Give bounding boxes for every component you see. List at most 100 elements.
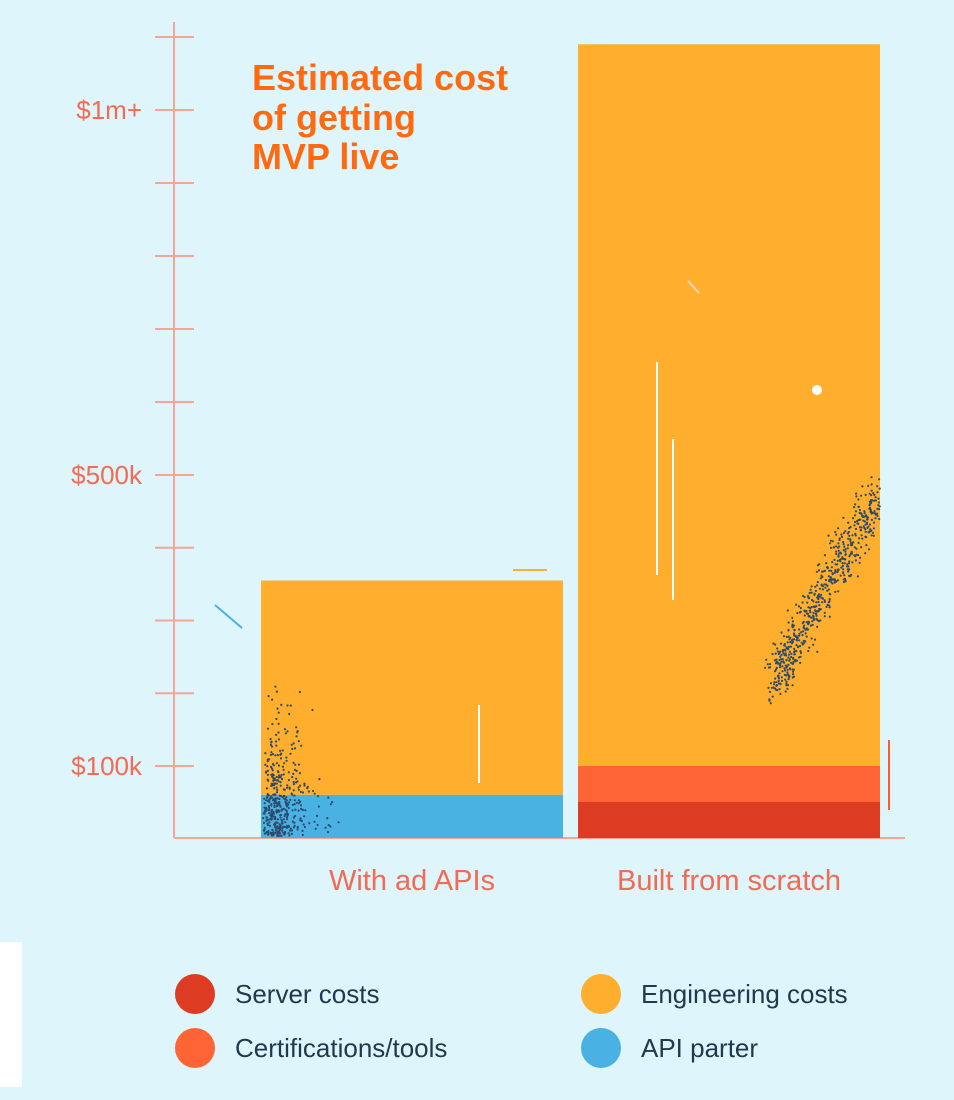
speckle-dot xyxy=(269,832,272,835)
speckle-dot xyxy=(281,765,284,768)
speckle-dot xyxy=(277,731,280,734)
speckle-dot xyxy=(804,632,807,635)
speckle-dot xyxy=(860,534,863,537)
speckle-dot xyxy=(300,744,303,747)
speckle-dot xyxy=(873,511,876,514)
speckle-dot xyxy=(279,753,282,756)
speckle-dot xyxy=(787,628,790,632)
speckle-dot xyxy=(285,756,288,759)
speckle-dot xyxy=(863,526,866,530)
speckle-dot xyxy=(813,593,816,597)
speckle-dot xyxy=(815,614,818,617)
speckle-dot xyxy=(769,682,773,685)
speckle-dot xyxy=(272,764,275,767)
speckle-dot xyxy=(285,803,288,806)
speckle-dot xyxy=(830,569,833,573)
speckle-dot xyxy=(805,635,808,638)
speckle-dot xyxy=(275,690,278,693)
speckle-dot xyxy=(274,832,277,835)
speckle-dot xyxy=(780,631,783,634)
speckle-dot xyxy=(784,649,787,652)
speckle-dot xyxy=(273,778,276,782)
speckle-dot xyxy=(777,679,780,683)
speckle-dot xyxy=(797,605,801,608)
speckle-dot xyxy=(769,666,772,669)
speckle-dot xyxy=(290,829,294,832)
speckle-dot xyxy=(854,534,857,537)
speckle-dot xyxy=(823,599,826,602)
speckle-dot xyxy=(278,802,281,806)
speckle-dot xyxy=(810,605,813,609)
speckle-dot xyxy=(870,483,873,486)
speckle-dot xyxy=(275,805,279,808)
speckle-dot xyxy=(779,692,782,696)
legend-label-engineering-costs: Engineering costs xyxy=(641,978,848,1009)
speckle-dot xyxy=(292,783,296,786)
speckle-dot xyxy=(270,745,274,748)
speckle-dot xyxy=(290,743,293,746)
speckle-dot xyxy=(279,775,282,778)
speckle-dot xyxy=(856,522,859,525)
legend-label-server-costs: Server costs xyxy=(235,978,380,1009)
speckle-dot xyxy=(844,553,847,556)
speckle-dot xyxy=(827,575,831,578)
speckle-dot xyxy=(764,666,767,669)
speckle-dot xyxy=(865,515,869,518)
speckle-dot xyxy=(281,777,284,781)
speckle-dot xyxy=(837,568,840,571)
speckle-dot xyxy=(780,653,783,657)
speckle-dot xyxy=(765,658,768,661)
speckle-dot xyxy=(865,536,868,539)
speckle-dot xyxy=(273,787,276,790)
speckle-dot xyxy=(773,683,776,686)
speckle-dot xyxy=(281,749,284,752)
speckle-dot xyxy=(286,784,289,787)
speckle-dot xyxy=(280,703,283,707)
speckle-dot xyxy=(291,776,294,779)
speckle-dot xyxy=(283,797,286,800)
speckle-dot xyxy=(859,529,863,532)
speckle-dot xyxy=(786,671,789,674)
speckle-dot xyxy=(811,598,814,602)
y-tick-label: $100k xyxy=(71,751,143,781)
speckle-dot xyxy=(853,524,856,527)
speckle-dot xyxy=(787,656,790,659)
speckle-dot xyxy=(272,776,275,779)
speckle-dot xyxy=(292,826,295,829)
speckle-dot xyxy=(821,588,825,591)
speckle-dot xyxy=(266,765,269,768)
bar-segment-certifications-tools xyxy=(578,766,880,802)
speckle-dot xyxy=(295,781,298,784)
speckle-dot xyxy=(854,503,857,506)
speckle-dot xyxy=(789,636,792,639)
speckle-dot xyxy=(774,668,778,671)
speckle-dot xyxy=(267,799,270,802)
speckle-dot xyxy=(281,820,284,823)
speckle-dot xyxy=(279,805,282,808)
speckle-dot xyxy=(283,825,286,829)
speckle-dot xyxy=(276,821,279,824)
speckle-dot xyxy=(878,478,881,481)
speckle-dot xyxy=(840,533,843,536)
speckle-dot xyxy=(798,628,801,631)
speckle-dot xyxy=(858,526,862,529)
speckle-dot xyxy=(273,793,276,797)
speckle-dot xyxy=(263,826,266,829)
speckle-dot xyxy=(803,624,806,627)
speckle-dot xyxy=(814,589,818,593)
speckle-dot xyxy=(284,732,287,735)
speckle-dot xyxy=(271,722,274,726)
speckle-dot xyxy=(870,534,873,537)
speckle-dot xyxy=(860,494,863,497)
speckle-dot xyxy=(868,523,872,526)
speckle-dot xyxy=(847,570,850,573)
speckle-dot xyxy=(286,730,289,733)
speckle-dot xyxy=(779,642,783,645)
speckle-dot xyxy=(873,499,876,502)
speckle-dot xyxy=(791,623,794,626)
speckle-dot xyxy=(780,660,783,663)
speckle-dot xyxy=(807,606,810,609)
speckle-dot xyxy=(297,809,300,812)
speckle-dot xyxy=(268,821,271,824)
speckle-dot xyxy=(773,659,777,662)
